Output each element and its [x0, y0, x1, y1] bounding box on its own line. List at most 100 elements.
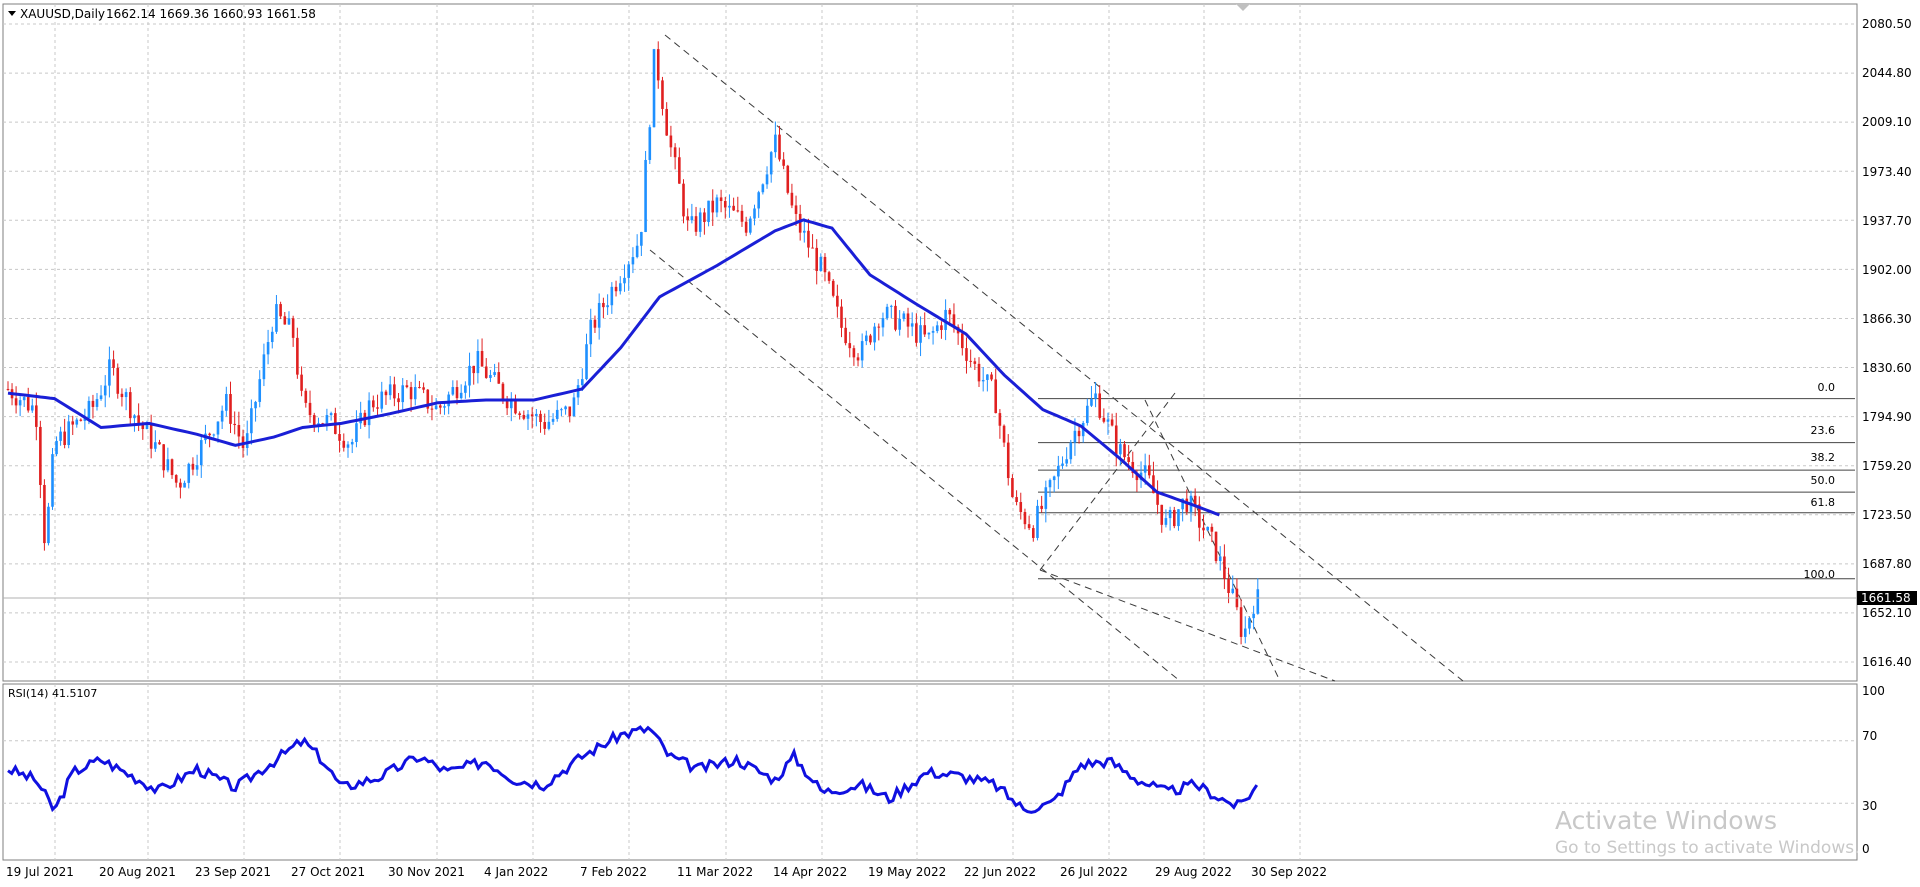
candle-body	[927, 332, 931, 335]
candle-body	[162, 444, 165, 471]
candle-body	[990, 374, 993, 380]
candle-body	[1156, 493, 1159, 505]
price-tick-label: 1937.70	[1862, 214, 1912, 228]
candle-body	[661, 80, 664, 109]
candle-body	[133, 415, 136, 419]
time-tick-label: 23 Sep 2021	[195, 865, 271, 879]
trend-channel-lines[interactable]	[649, 34, 1464, 682]
candle-body	[644, 159, 647, 232]
candle-body	[237, 425, 241, 437]
candle-body	[1168, 509, 1172, 519]
candle-body	[898, 318, 901, 330]
rsi-scale-label: 100	[1862, 684, 1885, 698]
candle-body	[514, 399, 517, 414]
candle-body	[158, 442, 161, 445]
candle-body	[183, 482, 186, 488]
time-tick-label: 19 May 2022	[868, 865, 946, 879]
current-price-value: 1661.58	[1861, 591, 1911, 605]
candle-body	[39, 426, 42, 485]
candle-body	[807, 230, 810, 248]
candle-body	[1102, 417, 1106, 422]
candle-body	[1185, 498, 1189, 512]
candle-body	[761, 184, 765, 193]
candle-body	[881, 318, 885, 328]
candle-body	[426, 389, 430, 409]
fib-label-0: 0.0	[1818, 381, 1836, 394]
candle-body	[711, 200, 715, 213]
candle-body	[811, 247, 814, 249]
candle-body	[794, 205, 798, 214]
candle-body	[961, 333, 964, 349]
main-chart-panel[interactable]	[2, 3, 1858, 682]
candle-body	[602, 302, 605, 308]
candle-body	[405, 385, 409, 388]
candle-body	[568, 406, 572, 417]
candle-body	[279, 304, 282, 317]
candle-body	[26, 397, 30, 411]
candle-body	[1148, 465, 1151, 476]
candle-body	[678, 157, 681, 184]
candle-body	[258, 379, 262, 402]
candle-body	[1223, 556, 1226, 579]
candle-body	[790, 192, 794, 206]
candle-body	[1127, 457, 1130, 462]
candle-body	[245, 433, 249, 449]
candle-body	[703, 212, 706, 223]
candle-body	[87, 400, 91, 419]
candle-body	[836, 295, 839, 307]
moving-average-line	[7, 218, 1220, 517]
rsi-scale-label: 30	[1862, 799, 1877, 813]
price-axis[interactable]: 2080.50 2044.80 2009.10 1973.40 1937.70 …	[1862, 17, 1912, 669]
chart-shift-marker[interactable]	[1236, 4, 1250, 11]
candle-body	[388, 384, 392, 396]
candle-body	[728, 205, 731, 208]
candle-body	[1073, 430, 1077, 443]
candle-body	[137, 415, 140, 423]
candle-body	[51, 454, 54, 507]
candle-body	[83, 418, 87, 421]
candle-body	[526, 414, 530, 419]
candle-body	[614, 286, 618, 292]
candle-body	[413, 387, 417, 400]
price-tick-label: 1652.10	[1862, 606, 1912, 620]
time-tick-label: 11 Mar 2022	[677, 865, 753, 879]
candle-body	[63, 431, 66, 446]
symbol-menu-triangle-icon[interactable]	[8, 11, 16, 16]
candle-body	[948, 309, 952, 315]
candle-body	[923, 325, 927, 335]
candle-body	[225, 394, 228, 411]
candle-body	[669, 135, 673, 148]
candle-body	[1239, 607, 1243, 637]
moving-average-path	[7, 218, 1220, 517]
candle-body	[977, 363, 981, 382]
candle-body	[723, 201, 727, 208]
candle-body	[1214, 531, 1218, 561]
candle-body	[848, 343, 852, 349]
rsi-path	[7, 725, 1259, 814]
candle-body	[179, 482, 182, 488]
candle-body	[1248, 618, 1251, 629]
candle-body	[1193, 495, 1197, 505]
fib-label-61-8: 61.8	[1811, 496, 1836, 509]
candle-body	[774, 134, 777, 153]
candle-body	[890, 305, 893, 307]
candle-body	[1198, 504, 1201, 528]
candle-body	[6, 388, 10, 390]
candle-body	[208, 433, 211, 436]
candle-body	[1110, 419, 1114, 426]
candle-body	[585, 344, 588, 380]
candle-body	[543, 422, 547, 429]
candle-body	[91, 400, 95, 407]
candle-body	[530, 414, 534, 417]
time-tick-label: 20 Aug 2021	[99, 865, 176, 879]
candle-body	[981, 379, 985, 382]
candle-body	[823, 256, 827, 273]
candle-body	[455, 387, 459, 399]
time-axis[interactable]: 19 Jul 2021 20 Aug 2021 23 Sep 2021 27 O…	[6, 865, 1327, 879]
candle-body	[618, 283, 622, 292]
candle-body	[116, 367, 120, 394]
candle-body	[128, 392, 132, 419]
symbol-title: XAUUSD,Daily	[20, 7, 105, 21]
candle-body	[715, 197, 719, 213]
